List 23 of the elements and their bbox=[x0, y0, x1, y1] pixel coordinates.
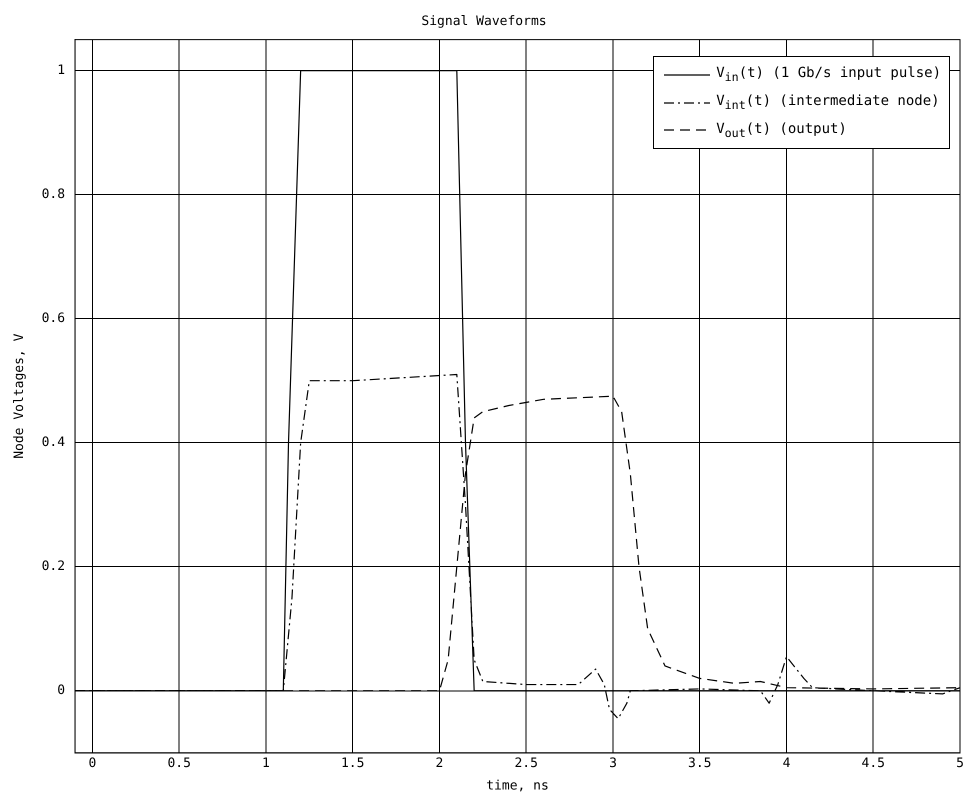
legend-label: V$_{int}$(t) (intermediate node) bbox=[716, 92, 940, 114]
y-tick-label: 0.2 bbox=[42, 559, 66, 574]
y-tick-label: 0.8 bbox=[42, 187, 66, 202]
y-axis-title: Node Voltages, V bbox=[12, 333, 28, 459]
x-tick-label: 2 bbox=[436, 756, 444, 771]
x-tick-label: 4.5 bbox=[862, 756, 885, 771]
x-axis-title: time, ns bbox=[486, 778, 549, 794]
x-tick-label: 0.5 bbox=[167, 756, 191, 771]
x-tick-label: 4 bbox=[782, 756, 791, 771]
y-tick-label: 0.4 bbox=[42, 435, 66, 450]
x-tick-label: 3.5 bbox=[688, 756, 712, 771]
y-tick-label: 0.6 bbox=[42, 311, 66, 326]
x-tick-label: 3 bbox=[609, 756, 617, 771]
y-tick-label: 0 bbox=[57, 683, 66, 698]
x-tick-label: 1.5 bbox=[340, 756, 364, 771]
x-tick-label: 5 bbox=[956, 756, 964, 771]
legend-label: V$_{in}$(t) (1 Gb/s input pulse) bbox=[716, 64, 941, 86]
chart-title: Signal Waveforms bbox=[421, 14, 547, 30]
x-tick-label: 1 bbox=[262, 756, 270, 771]
y-tick-label: 1 bbox=[57, 62, 66, 78]
x-tick-label: 2.5 bbox=[514, 756, 538, 771]
legend-label: V$_{out}$(t) (output) bbox=[716, 120, 847, 142]
x-tick-label: 0 bbox=[88, 756, 96, 771]
